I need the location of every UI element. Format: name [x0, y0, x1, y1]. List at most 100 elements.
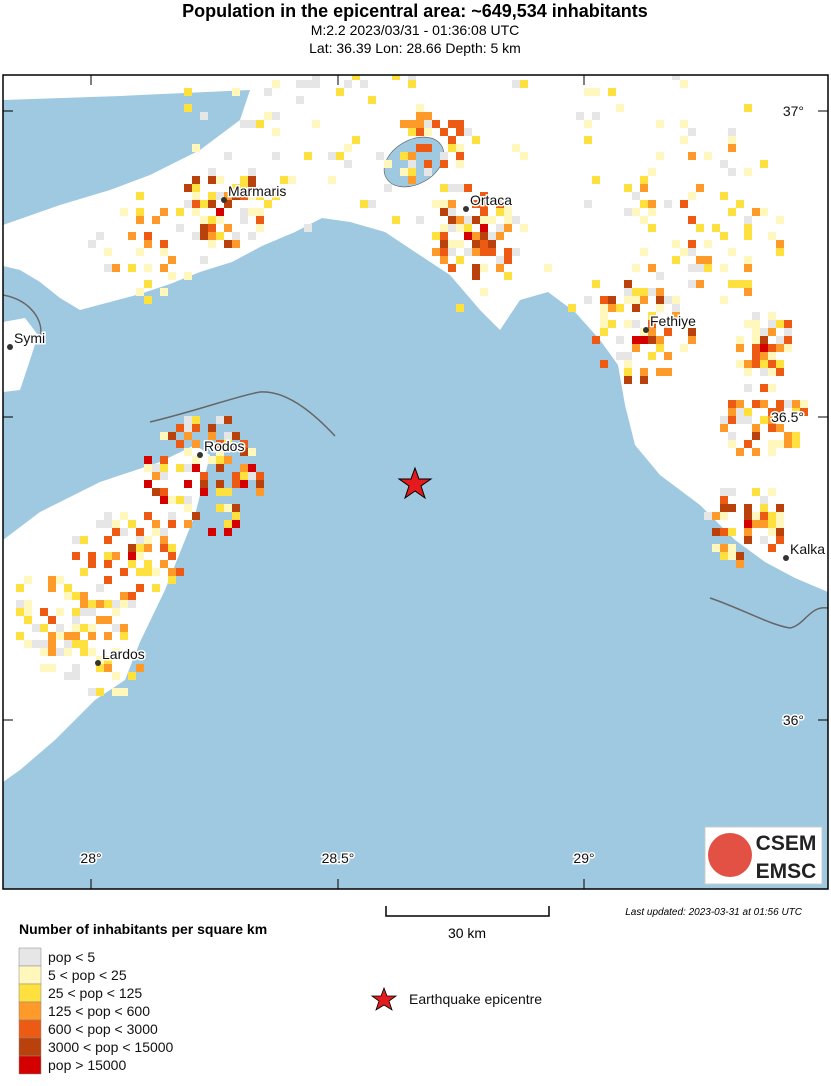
pop-cell: [208, 232, 216, 240]
pop-cell: [104, 512, 112, 520]
pop-cell: [624, 184, 632, 192]
pop-cell: [752, 400, 760, 408]
pop-cell: [656, 120, 664, 128]
pop-cell: [744, 440, 752, 448]
pop-cell: [680, 136, 688, 144]
pop-cell: [240, 192, 248, 200]
pop-cell: [720, 416, 728, 424]
pop-cell: [104, 264, 112, 272]
pop-cell: [472, 264, 480, 272]
pop-cell: [456, 152, 464, 160]
pop-cell: [176, 208, 184, 216]
pop-cell: [592, 176, 600, 184]
pop-cell: [280, 32, 288, 40]
pop-cell: [768, 320, 776, 328]
pop-cell: [512, 216, 520, 224]
pop-cell: [144, 296, 152, 304]
pop-cell: [80, 624, 88, 632]
pop-cell: [448, 248, 456, 256]
pop-cell: [696, 184, 704, 192]
pop-cell: [480, 232, 488, 240]
pop-cell: [208, 216, 216, 224]
pop-cell: [728, 440, 736, 448]
pop-cell: [720, 496, 728, 504]
pop-cell: [376, 152, 384, 160]
pop-cell: [192, 144, 200, 152]
pop-cell: [80, 648, 88, 656]
pop-cell: [600, 360, 608, 368]
pop-cell: [720, 264, 728, 272]
pop-cell: [488, 248, 496, 256]
fault: [149, 391, 336, 437]
pop-cell: [48, 664, 56, 672]
pop-cell: [232, 480, 240, 488]
pop-cell: [144, 560, 152, 568]
pop-cell: [440, 240, 448, 248]
pop-cell: [136, 664, 144, 672]
lat-label: 36°: [783, 712, 804, 728]
pop-cell: [768, 344, 776, 352]
pop-cell: [64, 672, 72, 680]
pop-cell: [240, 176, 248, 184]
pop-cell: [160, 560, 168, 568]
pop-cell: [184, 272, 192, 280]
pop-cell: [640, 184, 648, 192]
pop-cell: [496, 232, 504, 240]
pop-cell: [120, 632, 128, 640]
pop-cell: [680, 64, 688, 72]
pop-cell: [736, 408, 744, 416]
pop-cell: [248, 472, 256, 480]
pop-cell: [512, 144, 520, 152]
pop-cell: [480, 240, 488, 248]
pop-cell: [584, 136, 592, 144]
pop-cell: [344, 160, 352, 168]
lon-label: 29°: [573, 850, 594, 866]
pop-cell: [408, 80, 416, 88]
pop-cell: [200, 480, 208, 488]
pop-cell: [24, 640, 32, 648]
pop-cell: [728, 544, 736, 552]
pop-cell: [184, 520, 192, 528]
pop-cell: [88, 624, 96, 632]
pop-cell: [776, 440, 784, 448]
pop-cell: [104, 552, 112, 560]
pop-cell: [72, 664, 80, 672]
pop-cell: [48, 648, 56, 656]
epicentre: [397, 466, 433, 500]
pop-cell: [752, 312, 760, 320]
pop-cell: [472, 216, 480, 224]
pop-cell: [760, 520, 768, 528]
pop-cell: [240, 208, 248, 216]
pop-cell: [656, 304, 664, 312]
pop-cell: [176, 224, 184, 232]
pop-cell: [760, 368, 768, 376]
pop-cell: [200, 232, 208, 240]
pop-cell: [256, 216, 264, 224]
pop-cell: [200, 216, 208, 224]
pop-cell: [184, 480, 192, 488]
pop-cell: [248, 120, 256, 128]
pop-cell: [448, 200, 456, 208]
pop-cell: [208, 192, 216, 200]
pop-cell: [432, 56, 440, 64]
pop-cell: [736, 560, 744, 568]
pop-cell: [56, 608, 64, 616]
pop-cell: [680, 120, 688, 128]
place-dot: [7, 344, 13, 350]
legend-label: 125 < pop < 600: [48, 1003, 150, 1019]
pop-cell: [632, 264, 640, 272]
pop-cell: [272, 128, 280, 136]
pop-cell: [456, 240, 464, 248]
pop-cell: [744, 504, 752, 512]
pop-cell: [48, 640, 56, 648]
legend-swatch: [18, 947, 42, 967]
pop-cell: [120, 528, 128, 536]
pop-cell: [640, 336, 648, 344]
pop-cell: [104, 656, 112, 664]
pop-cell: [128, 672, 136, 680]
pop-cell: [696, 264, 704, 272]
pop-cell: [744, 528, 752, 536]
legend-swatch: [18, 1001, 42, 1021]
pop-cell: [312, 80, 320, 88]
lat-label: 37°: [783, 103, 804, 119]
